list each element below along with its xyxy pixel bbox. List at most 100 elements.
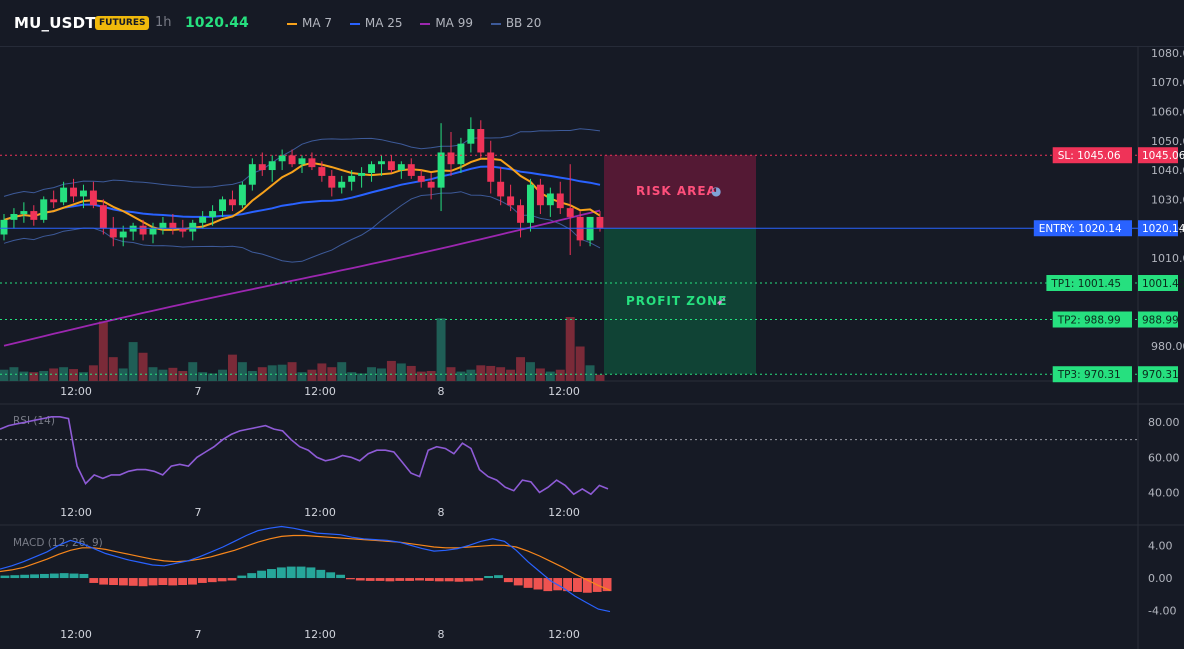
candle-body xyxy=(318,167,326,176)
candle-body xyxy=(507,196,515,206)
volume-bar xyxy=(198,372,208,381)
legend-bb20[interactable]: BB 20 xyxy=(490,16,541,30)
candle-body xyxy=(377,161,385,165)
volume-bar xyxy=(88,365,98,381)
market-type-badge: FUTURES xyxy=(95,16,150,30)
macd-histogram-bar xyxy=(227,578,237,581)
macd-signal-line xyxy=(0,534,611,591)
macd-histogram-bar xyxy=(543,578,553,592)
candle-body xyxy=(10,214,18,220)
macd-histogram-bar xyxy=(168,578,178,586)
macd-histogram-bar xyxy=(10,575,20,579)
macd-histogram-bar xyxy=(39,573,49,579)
entry-axis-value: 1020.14 xyxy=(1142,223,1184,235)
candle-body xyxy=(40,199,48,220)
macd-histogram-bar xyxy=(118,578,128,586)
macd-tick-label: 0.00 xyxy=(1148,572,1173,585)
volume-bar xyxy=(267,365,277,381)
volume-bar xyxy=(148,367,158,381)
macd-histogram-bar xyxy=(503,578,513,583)
candle-body xyxy=(219,199,227,212)
candle-body xyxy=(228,199,236,206)
candle-body xyxy=(526,184,534,223)
legend-swatch xyxy=(490,22,501,25)
candle-body xyxy=(596,216,604,229)
candle-body xyxy=(517,205,525,223)
macd-histogram-bar xyxy=(434,578,444,582)
volume-bar xyxy=(29,372,39,381)
volume-bar xyxy=(565,317,575,381)
candle-body xyxy=(119,231,127,238)
volume-bar xyxy=(257,367,267,381)
rsi-tick-label: 40.00 xyxy=(1148,486,1180,499)
take-profit-2-tag-text: TP2: 988.99 xyxy=(1057,315,1121,327)
macd-histogram-bar xyxy=(533,578,543,590)
volume-bar xyxy=(178,370,188,381)
macd-histogram-bar xyxy=(573,578,582,592)
profit-zone-label: PROFIT ZONE xyxy=(626,294,727,308)
price-tick-label: 1030.00 xyxy=(1151,193,1184,206)
candle-body xyxy=(30,211,38,220)
time-tick-label: 7 xyxy=(195,628,202,641)
volume-bar xyxy=(436,318,446,381)
macd-histogram-bar xyxy=(79,573,89,579)
take-profit-3-tag xyxy=(1052,366,1132,383)
volume-bar xyxy=(108,357,118,381)
legend-ma25[interactable]: MA 25 xyxy=(349,16,403,30)
macd-histogram-bar xyxy=(395,578,405,581)
timeframe-label[interactable]: 1h xyxy=(155,15,172,30)
volume-bar xyxy=(466,369,476,381)
candle-body xyxy=(348,175,356,182)
macd-histogram-bar xyxy=(30,574,39,579)
volume-bar xyxy=(237,362,247,381)
volume-bar xyxy=(595,374,605,381)
time-tick-label: 12:00 xyxy=(548,385,580,398)
candle-body xyxy=(268,161,276,171)
candle-body xyxy=(566,208,574,217)
volume-bar xyxy=(9,367,19,381)
volume-bar xyxy=(337,362,347,381)
candle-body xyxy=(427,181,435,188)
volume-bar xyxy=(208,373,218,381)
legend-ma99[interactable]: MA 99 xyxy=(420,16,473,30)
time-tick-label: 12:00 xyxy=(60,506,92,519)
macd-histogram-bar xyxy=(99,578,109,585)
stop-loss-tag xyxy=(1052,147,1132,164)
volume-bar xyxy=(386,360,396,381)
volume-bar xyxy=(416,371,426,381)
take-profit-1-tag-text: TP1: 1001.45 xyxy=(1050,278,1121,290)
macd-histogram-bar xyxy=(49,573,59,579)
macd-histogram-bar xyxy=(69,573,79,579)
volume-bar xyxy=(456,371,466,381)
macd-histogram-bar xyxy=(89,578,99,583)
volume-bar xyxy=(39,370,49,381)
time-tick-label: 12:00 xyxy=(60,628,92,641)
take-profit-2-axis-value: 988.99 xyxy=(1142,315,1179,327)
macd-histogram-bar xyxy=(494,575,503,579)
time-tick-label: 12:00 xyxy=(60,385,92,398)
candle-body xyxy=(437,152,445,188)
macd-histogram-bar xyxy=(158,578,168,585)
time-tick-label: 12:00 xyxy=(548,506,580,519)
volume-bar xyxy=(218,369,228,381)
volume-bar xyxy=(307,369,317,381)
candle-body xyxy=(338,181,346,188)
time-tick-label: 8 xyxy=(438,506,445,519)
candle-body xyxy=(109,228,117,238)
legend-ma7[interactable]: MA 7 xyxy=(287,16,332,30)
macd-histogram-bar xyxy=(345,578,355,580)
risk-area-label: RISK AREA xyxy=(636,184,717,198)
legend-label: MA 7 xyxy=(302,16,333,30)
candle-body xyxy=(248,164,256,185)
risk-area xyxy=(604,155,756,229)
symbol-name[interactable]: MU_USDT xyxy=(14,14,96,32)
volume-bar xyxy=(525,362,535,381)
indicator-legend: MA 7 MA 25 MA 99 BB 20 xyxy=(287,16,555,30)
chart-header: MU_USDT FUTURES 1h 1020.44 MA 7 MA 25 MA… xyxy=(0,0,1184,47)
macd-line xyxy=(0,525,611,613)
volume-bar xyxy=(69,369,79,381)
macd-tick-label: -4.00 xyxy=(1148,605,1176,618)
take-profit-3-tag-text: TP3: 970.31 xyxy=(1057,369,1121,381)
macd-histogram-bar xyxy=(454,578,464,582)
